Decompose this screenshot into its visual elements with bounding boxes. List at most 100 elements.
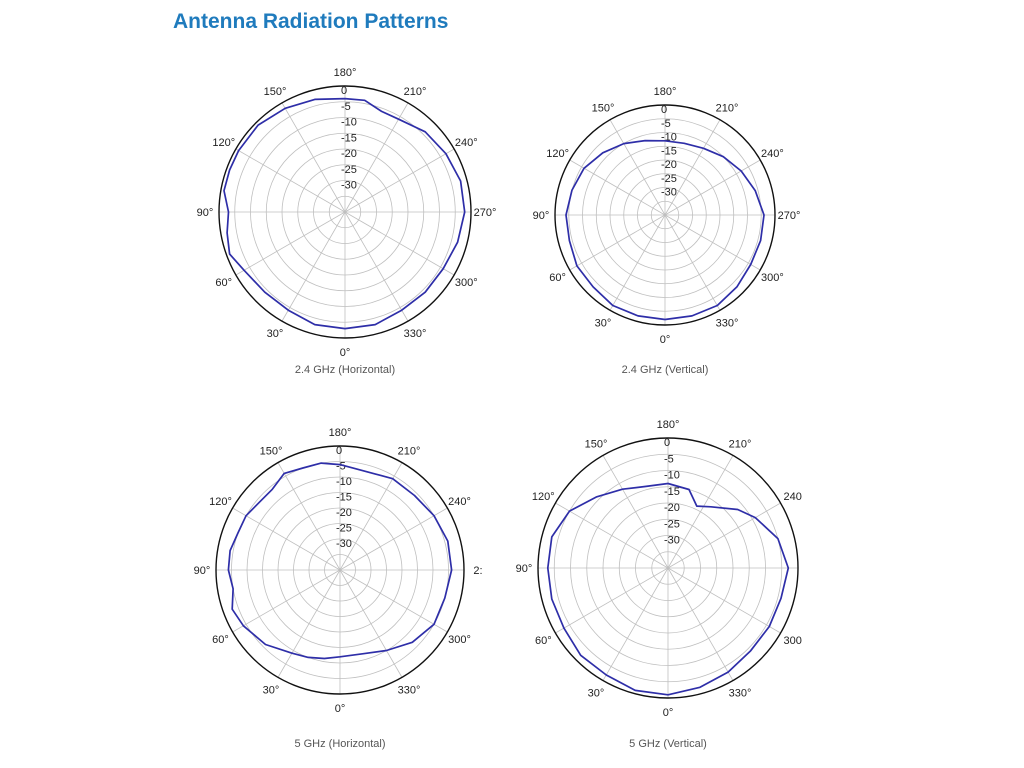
grid-ring xyxy=(586,486,750,650)
grid-ring xyxy=(553,453,783,683)
grid-ring xyxy=(651,551,685,585)
outer-ring xyxy=(215,445,465,695)
radial-tick-label: -5 xyxy=(661,118,671,130)
radial-tick-label: -30 xyxy=(336,538,352,550)
angle-tick-label: 90° xyxy=(516,563,533,575)
page-title: Antenna Radiation Patterns xyxy=(173,10,449,33)
outer-ring xyxy=(554,104,776,326)
chart-5ghz-vertical: 0 -5 -10 -15 -20 -25 -30 0° 30° 60° 90° 120° 150° 180… xyxy=(503,400,833,750)
angle-tick-label: 60° xyxy=(535,635,552,647)
angle-tick-label: 90° xyxy=(194,565,211,577)
radiation-pattern-line xyxy=(223,97,466,330)
angle-tick-label: 30° xyxy=(267,328,284,340)
radial-tick-label: -30 xyxy=(661,187,677,199)
angle-tick-label: 210° xyxy=(716,103,739,115)
outer-ring xyxy=(218,85,472,339)
angle-tick-label: 120° xyxy=(546,148,569,160)
angle-tick-label: 330° xyxy=(729,688,752,700)
angle-tick-label: 0° xyxy=(660,334,671,346)
chart-2-4ghz-horizontal: 0 -5 -10 -15 -20 -25 -30 0° 30° 60° 90° 120° 150° 180… xyxy=(180,52,510,402)
radial-tick-label: -20 xyxy=(661,159,677,171)
angle-tick-label: 60° xyxy=(549,272,566,284)
grid-ring xyxy=(234,101,456,323)
angle-tick-label: 270° xyxy=(474,207,497,219)
angle-tick-label: 90° xyxy=(197,207,214,219)
angle-tick-label: 300 xyxy=(784,635,802,647)
chart-caption: 5 GHz (Vertical) xyxy=(629,738,707,750)
angle-tick-label: 120° xyxy=(209,496,232,508)
angle-tick-label: 210° xyxy=(404,86,427,98)
grid-ring xyxy=(297,164,393,260)
grid-ring xyxy=(570,470,766,666)
angle-tick-label: 330° xyxy=(398,685,421,697)
grid-ring xyxy=(595,145,735,285)
grid-ring xyxy=(609,159,721,271)
grid-ring xyxy=(324,554,356,586)
radial-tick-label: -25 xyxy=(341,164,357,176)
radiation-pattern-line xyxy=(227,462,453,660)
radial-tick-label: -15 xyxy=(664,486,680,498)
grid-ring xyxy=(635,535,701,601)
angle-tick-label: 150° xyxy=(264,86,287,98)
angle-tick-label: 150° xyxy=(585,438,608,450)
polar-plot-svg: 0-5-10-15-20-25-300°30°60°90°120°150°180… xyxy=(516,419,802,719)
angle-tick-label: 90° xyxy=(533,210,550,222)
radiation-pattern-line xyxy=(565,139,765,321)
grid-ring xyxy=(281,148,409,276)
grid-ring xyxy=(265,132,425,292)
grid-ring xyxy=(582,132,748,298)
polar-plot-svg: 0-5-10-15-20-25-300°30°60°90°120°150°180… xyxy=(194,427,483,715)
grid-ring xyxy=(277,507,403,633)
grid-ring xyxy=(328,195,362,229)
radial-tick-label: -15 xyxy=(336,492,352,504)
grid-ring xyxy=(623,173,707,257)
radial-tick-label: 0 xyxy=(336,445,342,457)
angle-tick-label: 330° xyxy=(716,317,739,329)
angle-tick-label: 180° xyxy=(654,86,677,98)
angle-tick-label: 180° xyxy=(334,67,357,79)
angle-tick-label: 240 xyxy=(784,491,802,503)
polar-plot-svg: 0-5-10-15-20-25-300°30°60°90°120°150°180… xyxy=(533,86,801,346)
radial-tick-label: -25 xyxy=(661,173,677,185)
radial-tick-label: 0 xyxy=(664,437,670,449)
chart-caption: 2.4 GHz (Horizontal) xyxy=(294,364,396,376)
grid-ring xyxy=(250,117,440,307)
radial-tick-label: -10 xyxy=(664,470,680,482)
angle-tick-label: 300° xyxy=(448,634,471,646)
polar-plot-svg: 0-5-10-15-20-25-300°30°60°90°120°150°180… xyxy=(197,67,497,359)
grid-ring xyxy=(602,502,734,634)
angle-tick-label: 180° xyxy=(329,427,352,439)
outer-ring xyxy=(537,437,799,699)
radiation-pattern-line xyxy=(546,482,790,696)
grid-ring xyxy=(313,180,377,244)
radial-tick-label: -10 xyxy=(336,476,352,488)
angle-tick-label: 330° xyxy=(404,328,427,340)
radial-tick-label: -30 xyxy=(664,535,680,547)
chart-caption: 5 GHz (Horizontal) xyxy=(294,738,386,750)
angle-tick-label: 0° xyxy=(340,347,351,359)
angle-tick-label: 240° xyxy=(448,496,471,508)
radial-tick-label: -20 xyxy=(664,502,680,514)
angle-tick-label: 0° xyxy=(335,703,346,715)
angle-tick-label: 30° xyxy=(595,317,612,329)
angle-tick-label: 60° xyxy=(212,634,229,646)
chart-5ghz-horizontal: 0 -5 -10 -15 -20 -25 -30 0° 30° 60° 90° 120° 150° 180… xyxy=(175,408,505,758)
grid-ring xyxy=(618,518,718,618)
radial-tick-label: -30 xyxy=(341,180,357,192)
angle-tick-label: 2: xyxy=(473,565,482,577)
angle-tick-label: 210° xyxy=(729,438,752,450)
radial-tick-label: -5 xyxy=(336,461,346,473)
angle-tick-label: 60° xyxy=(215,277,232,289)
grid-ring xyxy=(568,118,762,312)
radial-tick-label: -25 xyxy=(336,523,352,535)
angle-tick-label: 180° xyxy=(657,419,680,431)
angle-tick-label: 30° xyxy=(263,685,280,697)
angle-tick-label: 300° xyxy=(761,272,784,284)
angle-tick-label: 30° xyxy=(588,688,605,700)
angle-tick-label: 120° xyxy=(532,491,555,503)
grid-ring xyxy=(262,492,418,648)
grid-ring xyxy=(293,523,387,617)
radial-tick-label: 0 xyxy=(341,85,347,97)
angle-tick-label: 270° xyxy=(778,210,801,222)
angle-tick-label: 150° xyxy=(592,103,615,115)
